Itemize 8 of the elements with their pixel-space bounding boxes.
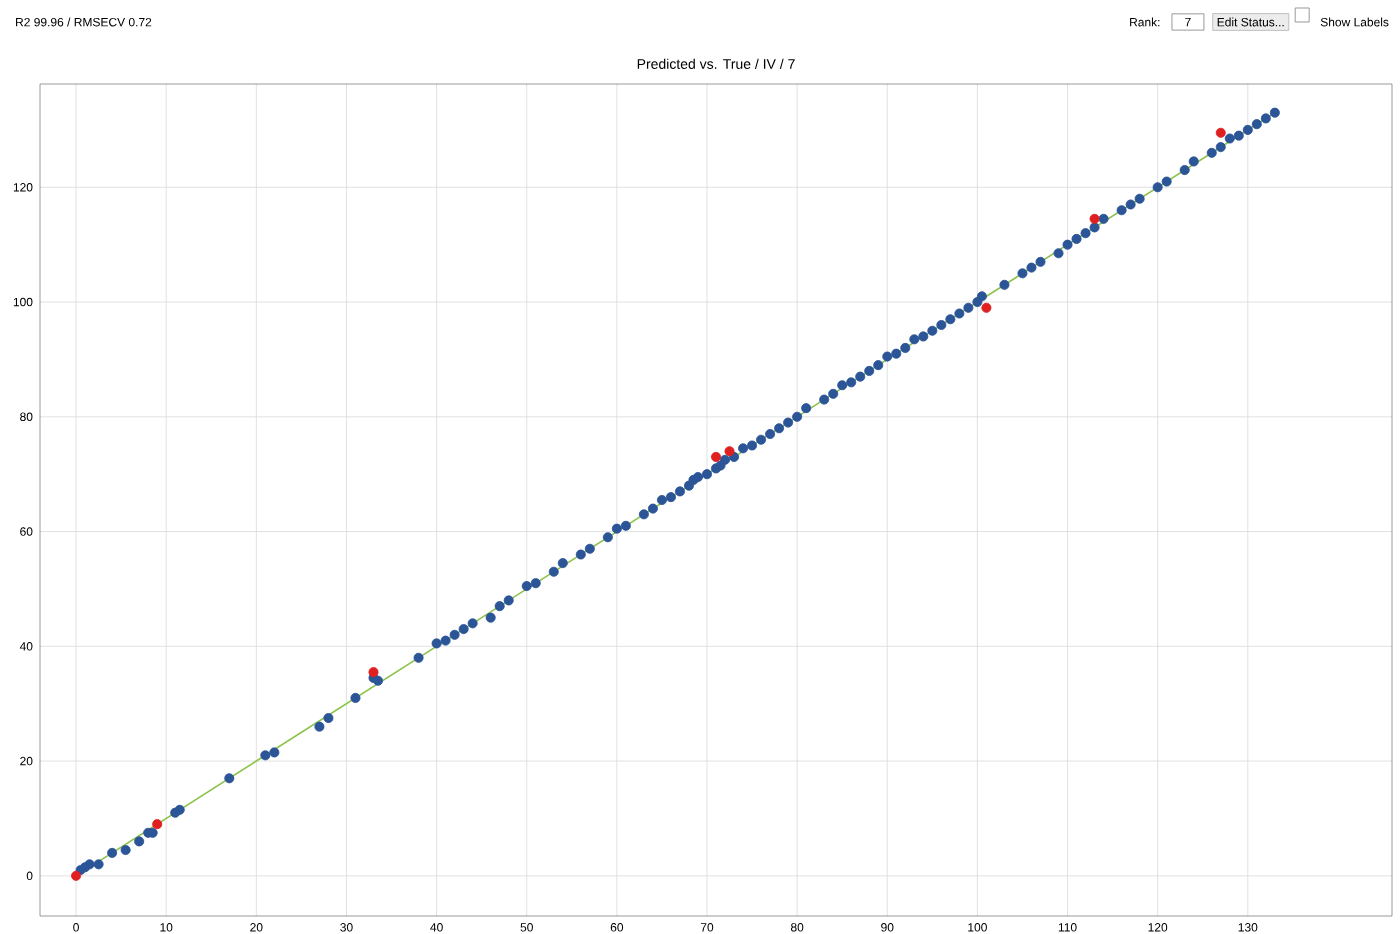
point — [981, 302, 992, 313]
point — [1089, 213, 1100, 224]
point — [724, 446, 735, 457]
point — [71, 870, 82, 881]
point — [1215, 127, 1226, 138]
point — [711, 451, 722, 462]
point — [152, 819, 163, 830]
point — [368, 667, 379, 678]
